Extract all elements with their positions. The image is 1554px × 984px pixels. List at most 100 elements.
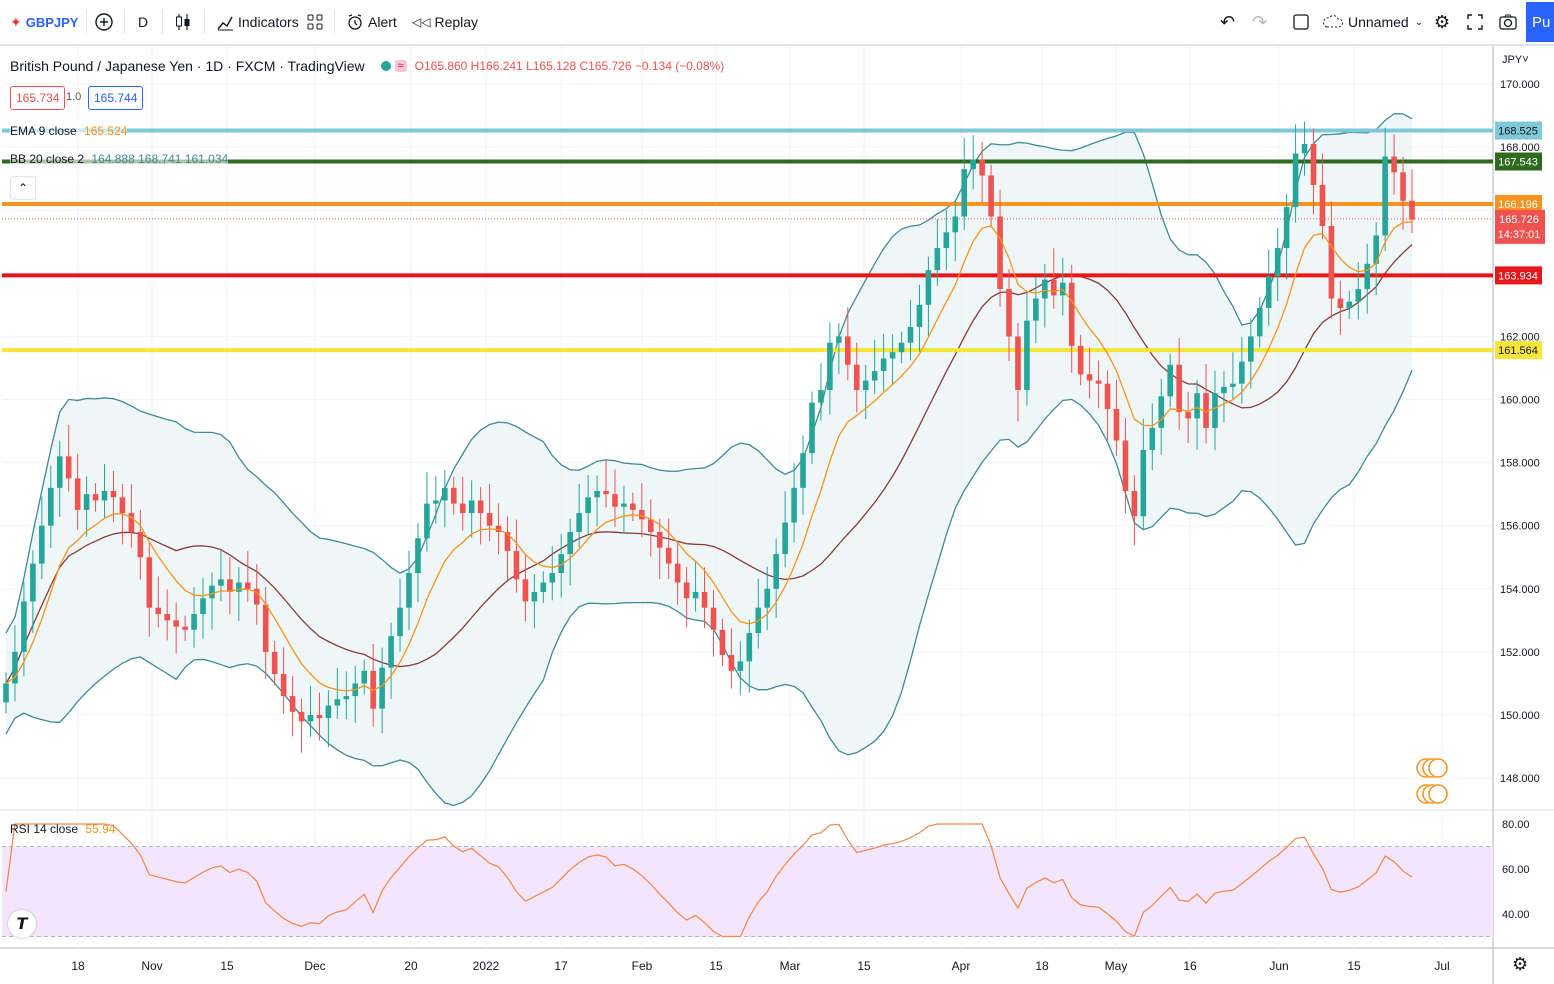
candle-body (1140, 449, 1147, 517)
candle-body (764, 588, 771, 608)
rsi-value: 55.94 (85, 822, 116, 836)
buy-price-box[interactable]: 165.744 (88, 86, 144, 110)
redo-icon: ↷ (1252, 11, 1268, 32)
rsi-tick-label: 40.00 (1502, 909, 1530, 921)
candle-body (1194, 393, 1200, 419)
candle-body (1122, 440, 1129, 491)
ema-line-path (5, 221, 1413, 692)
compare-add-button[interactable] (94, 0, 114, 44)
candle-body (128, 513, 135, 533)
candle-body (818, 390, 824, 403)
screenshot-button[interactable] (1498, 0, 1518, 44)
publish-button[interactable]: Pu (1526, 2, 1554, 42)
hline-price-tag (1495, 121, 1542, 140)
candle-body (504, 532, 511, 551)
candle-body (1006, 289, 1012, 337)
x-tick-label: Jun (1269, 959, 1288, 973)
candle-body (1212, 393, 1218, 428)
candle-body (406, 573, 412, 608)
candle-body (1328, 225, 1335, 299)
gear-icon: ⚙ (1434, 11, 1451, 32)
candle-body (388, 636, 394, 668)
indicators-button[interactable]: Indicators (216, 0, 299, 44)
candle-body (209, 585, 215, 599)
hline-price-label: 163.934 (1498, 270, 1538, 282)
alert-button[interactable]: Alert (346, 0, 397, 44)
tv-logo-icon: 𝙏 (16, 916, 28, 933)
candle-body (1355, 289, 1362, 302)
hline-price-label: 167.543 (1498, 157, 1538, 169)
candle-body (1265, 276, 1272, 309)
candle-body (1248, 336, 1254, 362)
gear-icon: ⚙ (1512, 954, 1529, 974)
candle-body (39, 525, 45, 564)
rsi-pane (2, 823, 1493, 938)
collapse-legend-button[interactable]: ⌃ (10, 176, 36, 200)
interval-button[interactable]: D (138, 0, 148, 44)
symbol-search[interactable]: ✦ GBPJPY (10, 0, 78, 44)
chevron-up-icon: ⌃ (17, 181, 29, 195)
candle-body (1301, 143, 1308, 154)
chart-type-button[interactable] (174, 0, 192, 44)
candle-body (298, 711, 305, 722)
candle-body (907, 326, 914, 343)
candle-body (334, 699, 341, 706)
y-tick-label: 154.000 (1500, 584, 1540, 596)
candle-body (1391, 156, 1397, 173)
publish-label: Pu (1532, 13, 1551, 31)
bb-legend[interactable]: BB 20 close 2 164.888 168.741 161.034 (10, 152, 229, 166)
candle-body (630, 503, 636, 510)
candle-body (961, 169, 968, 217)
candle-body (728, 655, 735, 671)
bb-lower (5, 370, 1413, 807)
grid-icon (307, 14, 323, 30)
layout-menu[interactable]: Unnamed ⌄ (1322, 0, 1423, 44)
alert-label: Alert (368, 14, 397, 30)
candle-body (612, 494, 618, 507)
candles-icon (176, 14, 190, 30)
ema-legend[interactable]: EMA 9 close 165.524 (10, 124, 128, 138)
candle-body (30, 563, 36, 602)
redo-button[interactable]: ↷ (1252, 0, 1267, 44)
undo-button[interactable]: ↶ (1220, 0, 1235, 44)
alarm-clock-icon (348, 14, 362, 30)
x-tick-label: 15 (857, 959, 871, 973)
x-tick-label: Feb (632, 959, 653, 973)
candle-body (244, 582, 251, 589)
undo-icon: ↶ (1220, 11, 1236, 32)
candle-body (379, 667, 385, 709)
candle-body (1077, 345, 1084, 375)
candle-body (1230, 383, 1236, 387)
candle-body (549, 573, 556, 583)
y-tick-label: 162.000 (1500, 331, 1540, 343)
x-tick-label: 16 (1183, 959, 1197, 973)
rsi-name: RSI 14 close (10, 822, 79, 836)
sell-price-box[interactable]: 165.734 (10, 86, 66, 110)
bollinger-band (5, 113, 1413, 807)
candle-body (1086, 374, 1093, 381)
eye-icon[interactable] (380, 61, 391, 71)
candle-body (836, 336, 842, 343)
candle-body (594, 490, 600, 498)
candle-body (1283, 207, 1290, 249)
select-all-button[interactable] (1292, 0, 1310, 44)
templates-button[interactable] (306, 0, 324, 44)
fullscreen-button[interactable] (1466, 0, 1484, 44)
tradingview-logo[interactable]: 𝙏 (8, 910, 36, 938)
hline-price-tag (1495, 341, 1542, 360)
candle-body (1346, 301, 1353, 309)
approx-icon[interactable]: ≈ (394, 60, 407, 72)
replay-button[interactable]: ◁◁ Replay (412, 0, 478, 44)
rsi-tick-label: 60.00 (1502, 864, 1530, 876)
rsi-legend[interactable]: RSI 14 close 55.94 (10, 822, 115, 836)
candle-body (880, 358, 887, 372)
x-tick-label: Nov (141, 959, 162, 973)
candle-body (1409, 200, 1415, 220)
candle-body (1382, 156, 1388, 236)
axis-settings-button[interactable]: ⚙ (1512, 954, 1528, 975)
currency-label[interactable]: JPY˅ (1502, 54, 1529, 66)
candle-body (970, 159, 976, 170)
candle-body (12, 651, 18, 684)
settings-button[interactable]: ⚙ (1434, 0, 1450, 44)
